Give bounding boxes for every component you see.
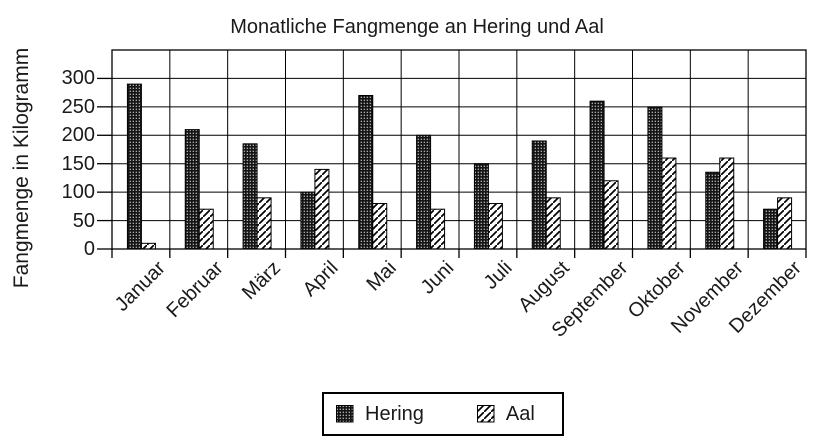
bar-hering-november bbox=[705, 171, 721, 250]
legend: Hering Aal bbox=[322, 392, 564, 436]
bar-aal-november bbox=[719, 157, 735, 250]
hering-swatch-icon bbox=[336, 405, 354, 423]
bar-aal-september bbox=[603, 180, 619, 250]
bar-aal-oktober bbox=[661, 157, 677, 250]
legend-item-hering: Hering bbox=[336, 403, 424, 426]
bar-hering-august bbox=[531, 140, 547, 250]
bar-aal-märz bbox=[256, 197, 272, 250]
y-tick-label-200: 200 bbox=[61, 124, 95, 147]
aal-swatch-icon bbox=[476, 405, 495, 423]
bar-aal-april bbox=[314, 168, 330, 250]
y-tick-label-0: 0 bbox=[83, 238, 95, 260]
bar-hering-februar bbox=[184, 129, 200, 250]
bar-aal-mai bbox=[372, 203, 388, 250]
bars bbox=[126, 83, 793, 250]
bar-hering-april bbox=[300, 191, 316, 250]
bar-hering-oktober bbox=[647, 106, 663, 250]
legend-label-aal: Aal bbox=[505, 402, 535, 425]
bar-aal-januar bbox=[140, 242, 156, 250]
bar-aal-februar bbox=[198, 208, 214, 250]
bar-hering-juni bbox=[416, 134, 432, 250]
bar-hering-september bbox=[589, 100, 605, 250]
y-tick-label-100: 100 bbox=[61, 181, 95, 204]
bar-aal-juni bbox=[430, 208, 446, 250]
bar-hering-januar bbox=[126, 83, 142, 250]
chart-title: Monatliche Fangmenge an Hering und Aal bbox=[230, 16, 604, 38]
bar-hering-märz bbox=[242, 143, 258, 250]
legend-item-aal: Aal bbox=[476, 402, 535, 426]
y-tick-label-300: 300 bbox=[61, 67, 95, 90]
bar-aal-august bbox=[545, 197, 561, 250]
gridlines bbox=[111, 50, 807, 249]
bar-aal-dezember bbox=[777, 197, 793, 250]
y-tick-label-150: 150 bbox=[61, 152, 95, 175]
legend-label-hering: Hering bbox=[365, 402, 424, 425]
axis-ticks bbox=[97, 77, 807, 258]
bar-aal-juli bbox=[487, 203, 503, 250]
y-tick-label-250: 250 bbox=[61, 95, 95, 118]
plot-frame bbox=[111, 49, 807, 250]
y-tick-label-50: 50 bbox=[72, 209, 95, 232]
bar-hering-juli bbox=[473, 163, 489, 250]
bar-hering-mai bbox=[358, 94, 374, 250]
bar-hering-dezember bbox=[763, 208, 779, 250]
